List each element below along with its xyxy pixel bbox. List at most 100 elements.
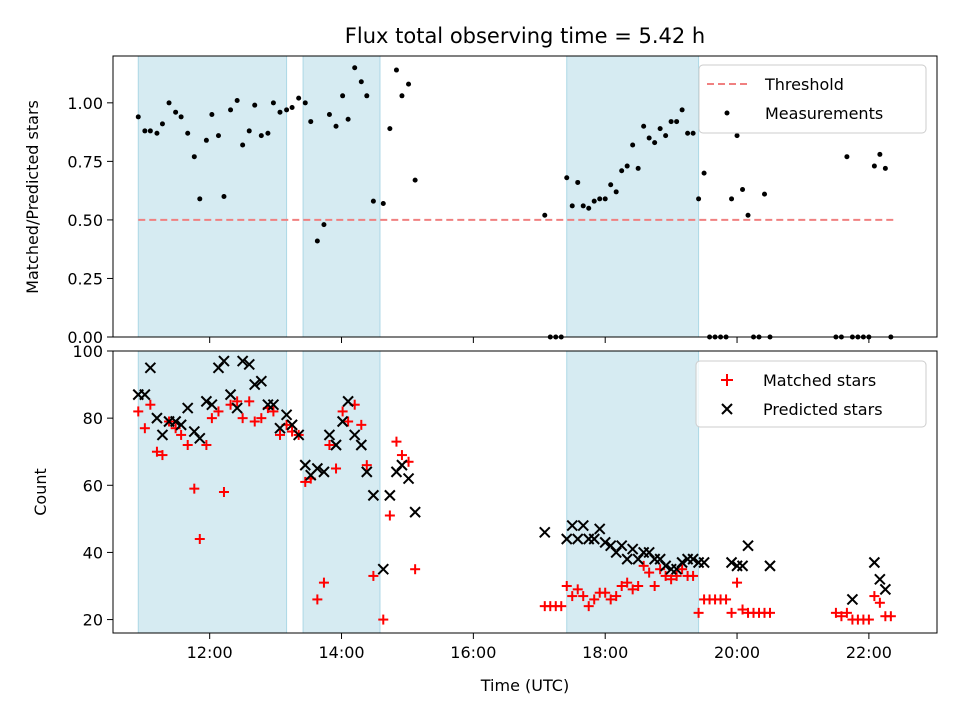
matched-star-marker	[244, 396, 255, 407]
predicted-star-marker	[615, 540, 628, 552]
predicted-star-marker	[249, 378, 261, 391]
bottom-observing-window	[137, 350, 288, 634]
matched-star-marker	[176, 429, 187, 440]
matched-star-marker	[237, 413, 248, 424]
predicted-star-marker	[572, 533, 584, 545]
matched-star-marker	[391, 436, 402, 447]
matched-star-marker	[133, 406, 144, 417]
matched-star-marker	[732, 577, 743, 588]
predicted-star-marker	[267, 399, 280, 411]
measurement-point	[284, 107, 290, 113]
measurement-point	[258, 133, 264, 139]
predicted-star-marker	[243, 358, 255, 371]
legend-matched-swatch	[721, 374, 733, 386]
predicted-star-marker	[539, 526, 551, 538]
predicted-star-stroke-b	[156, 429, 169, 441]
matched-star-marker	[578, 591, 589, 602]
measurement-point	[542, 212, 548, 218]
bottom-observing-window	[302, 350, 381, 634]
predicted-star-marker	[182, 402, 194, 414]
measurement-point	[602, 196, 608, 202]
predicted-star-stroke-b	[274, 422, 286, 434]
matched-star-marker	[384, 510, 395, 521]
x-axis-label: Time (UTC)	[480, 676, 569, 695]
measurement-point	[234, 97, 240, 103]
bottom-legend: Matched stars Predicted stars	[695, 360, 927, 428]
matched-star-marker	[885, 611, 896, 622]
predicted-star-marker	[599, 536, 611, 549]
bottom-panel: 20 40 60 80 100 12:00 14:00 16:00 18:00 20:00 22:…	[31, 342, 938, 695]
measurement-point	[619, 168, 625, 174]
top-y-tick-label: 1.00	[67, 94, 103, 113]
predicted-star-stroke-b	[206, 399, 218, 411]
bottom-observing-windows	[137, 350, 700, 634]
measurement-point	[228, 107, 234, 113]
top-observing-window	[566, 55, 700, 338]
predicted-star-marker	[764, 560, 776, 572]
predicted-star-marker	[367, 489, 380, 502]
matched-star-marker	[693, 607, 704, 618]
predicted-star-stroke-b	[676, 556, 688, 569]
measurement-point	[630, 142, 636, 148]
matched-star-marker	[361, 460, 372, 471]
predicted-star-stroke-b	[846, 593, 859, 606]
measurement-point	[154, 130, 160, 136]
predicted-star-stroke-b	[144, 362, 157, 374]
matched-star-marker	[300, 476, 311, 487]
predicted-star-stroke-b	[236, 355, 249, 367]
predicted-star-stroke-b	[231, 402, 243, 414]
measurement-point	[345, 116, 351, 122]
matched-star-marker	[830, 607, 841, 618]
measurement-point	[613, 189, 619, 195]
measurement-point	[608, 182, 614, 188]
predicted-star-stroke-b	[577, 519, 589, 532]
predicted-star-stroke-b	[224, 388, 237, 401]
x-tick-label: 16:00	[450, 643, 496, 662]
matched-star-marker	[567, 591, 578, 602]
matched-star-marker	[368, 570, 379, 581]
predicted-star-marker	[206, 399, 218, 411]
predicted-star-stroke-b	[151, 412, 163, 424]
x-tick-label: 12:00	[187, 643, 233, 662]
measurement-point	[209, 112, 215, 118]
predicted-star-stroke-b	[879, 583, 892, 596]
matched-star-marker	[721, 594, 732, 605]
matched-star-marker	[627, 584, 638, 595]
measurement-point	[701, 170, 707, 176]
measurement-point	[185, 130, 191, 136]
x-tick-label: 14:00	[318, 643, 364, 662]
measurement-point	[358, 79, 364, 85]
predicted-star-stroke-b	[361, 466, 373, 478]
measurement-point	[597, 196, 603, 202]
matched-star-marker	[324, 440, 335, 450]
predicted-star-marker	[659, 560, 672, 572]
top-observing-window	[302, 55, 381, 338]
measurement-point	[586, 205, 592, 211]
matched-star-marker	[616, 581, 627, 591]
predicted-star-stroke-b	[654, 553, 666, 565]
predicted-star-marker	[879, 583, 892, 596]
measurement-point	[663, 133, 669, 139]
predicted-star-stroke-b	[200, 395, 213, 408]
matched-star-marker	[611, 591, 622, 602]
predicted-star-stroke-b	[292, 429, 305, 441]
measurement-point	[314, 238, 320, 244]
predicted-star-stroke-b	[599, 536, 611, 549]
predicted-star-marker	[736, 560, 749, 572]
measurement-point	[308, 119, 314, 125]
measurement-point	[321, 222, 327, 228]
bottom-y-ticks: 20 40 60 80 100	[72, 342, 113, 630]
top-y-tick-label: 0.25	[67, 269, 103, 288]
predicted-star-stroke-b	[169, 415, 182, 428]
measurement-point	[178, 114, 184, 120]
measurement-point	[340, 93, 346, 99]
matched-star-marker	[201, 440, 212, 450]
predicted-star-stroke-b	[311, 462, 324, 475]
matched-star-marker	[139, 423, 150, 434]
measurement-point	[690, 130, 696, 136]
measurement-point	[370, 198, 376, 204]
predicted-star-stroke-b	[626, 543, 639, 555]
matched-star-marker	[863, 614, 874, 625]
predicted-star-marker	[594, 523, 606, 535]
predicted-star-marker	[725, 556, 738, 569]
